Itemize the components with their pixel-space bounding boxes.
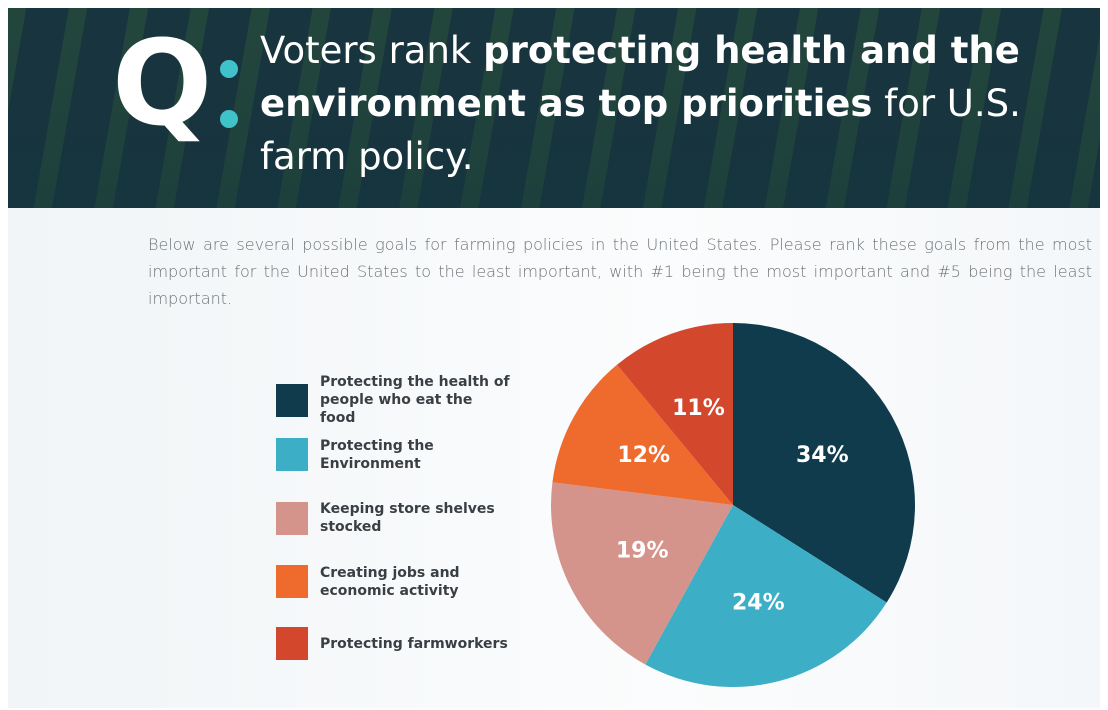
legend-item: Keeping store shelves stocked xyxy=(276,500,495,536)
title-part: for U.S. farm policy. xyxy=(260,82,1021,178)
description: Below are several possible goals for far… xyxy=(148,235,1092,308)
legend-swatch xyxy=(276,383,308,417)
data-label: 34% xyxy=(796,443,849,468)
legend-label: Creating jobs and economic activity xyxy=(320,564,460,599)
data-label: 24% xyxy=(732,591,785,616)
legend-swatch xyxy=(276,565,308,598)
title-part: Voters rank xyxy=(260,29,484,72)
pie-slice xyxy=(645,505,887,687)
pie-slice xyxy=(551,482,733,665)
data-label: 12% xyxy=(617,443,670,468)
header-image xyxy=(8,8,1100,208)
legend-label: Protecting the Environment xyxy=(320,437,434,472)
q-mark: Q xyxy=(112,14,213,152)
legend-label: Protecting the health of people who eat … xyxy=(320,374,510,426)
legend-label: Protecting farmworkers xyxy=(320,635,508,652)
legend-item: Creating jobs and economic activity xyxy=(276,564,460,600)
title-part: protecting health and the environment as… xyxy=(260,29,1020,125)
legend-item: Protecting farmworkers xyxy=(276,627,520,660)
legend-item: Protecting the Environment xyxy=(276,437,440,473)
colon-dot xyxy=(220,60,238,78)
pie-slice xyxy=(616,323,733,505)
pie-slice xyxy=(733,323,915,603)
data-label: 11% xyxy=(672,396,725,421)
legend-item: Protecting the health of people who eat … xyxy=(276,373,510,427)
colon-dot xyxy=(220,110,238,128)
legend-swatch xyxy=(276,501,308,535)
legend-label: Keeping store shelves stocked xyxy=(320,501,495,535)
pie-slice xyxy=(552,364,733,505)
legend-swatch xyxy=(276,438,308,471)
legend-swatch xyxy=(276,627,308,660)
title: Voters rank protecting health and the en… xyxy=(260,24,1080,183)
data-label: 19% xyxy=(616,538,669,563)
